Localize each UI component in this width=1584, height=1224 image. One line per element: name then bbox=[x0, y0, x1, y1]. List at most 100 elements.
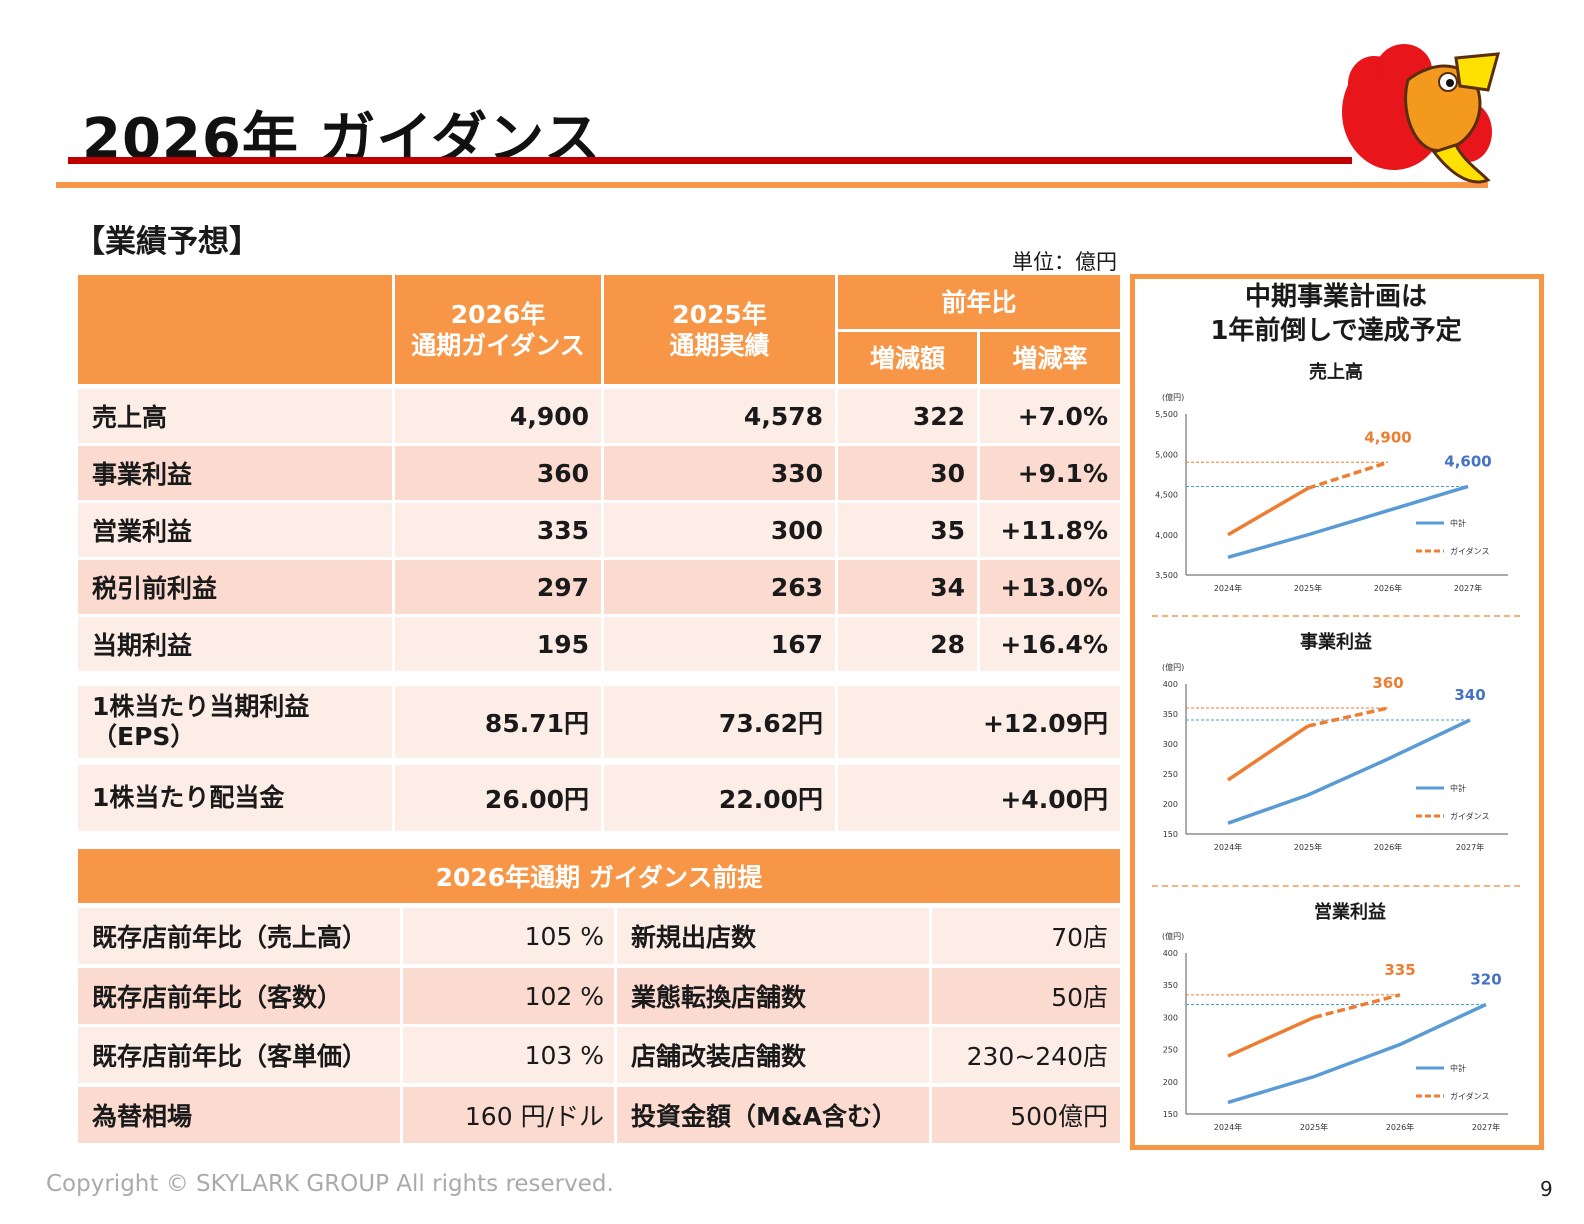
y-tick-label: 150 bbox=[1163, 1110, 1178, 1119]
chart-divider bbox=[1152, 885, 1520, 887]
data-label: 335 bbox=[1384, 961, 1415, 979]
x-tick-label: 2026年 bbox=[1374, 842, 1402, 852]
premise-value: 500億円 bbox=[932, 1087, 1120, 1143]
unit-label: 単位：億円 bbox=[1012, 250, 1117, 274]
guidance-forecast-line bbox=[1313, 993, 1401, 1020]
x-tick-label: 2027年 bbox=[1456, 842, 1484, 852]
premise-label: 投資金額（M&A含む） bbox=[617, 1087, 929, 1143]
guidance-series-line bbox=[1227, 724, 1309, 782]
x-tick-label: 2025年 bbox=[1300, 1122, 1328, 1132]
plan-panel-title: 中期事業計画は 1年前倒しで達成予定 bbox=[1140, 280, 1532, 348]
y-tick-label: 3,500 bbox=[1155, 571, 1178, 580]
per-share-label-line: 1株当たり配当金 bbox=[92, 783, 285, 812]
section-title: 【業績予想】 bbox=[74, 224, 260, 260]
premise-label: 既存店前年比（客単価） bbox=[78, 1027, 400, 1083]
copyright: Copyright © SKYLARK GROUP All rights res… bbox=[46, 1171, 614, 1197]
premise-value: 230~240店 bbox=[932, 1027, 1120, 1083]
y-axis-unit: (億円) bbox=[1162, 662, 1184, 672]
business-profit-chart: (億円) 150 200 250 300 350 400 2024年 2025年 2026年 202… bbox=[1162, 662, 1508, 852]
header-2026-line2: 通期ガイダンス bbox=[411, 330, 585, 360]
x-tick-label: 2026年 bbox=[1374, 583, 1402, 593]
x-tick-label: 2027年 bbox=[1472, 1122, 1500, 1132]
premise-label: 為替相場 bbox=[78, 1087, 400, 1143]
chart-title-sales: 売上高 bbox=[1309, 362, 1363, 383]
y-tick-label: 4,500 bbox=[1155, 491, 1178, 500]
per-share-2026: 85.71円 bbox=[395, 686, 601, 758]
per-share-yoy: +12.09円 bbox=[838, 686, 1120, 758]
y-tick-label: 300 bbox=[1163, 740, 1178, 749]
header-blank bbox=[78, 275, 392, 384]
x-tick-label: 2024年 bbox=[1214, 842, 1242, 852]
y-tick-label: 200 bbox=[1163, 800, 1178, 809]
data-label: 360 bbox=[1372, 674, 1403, 692]
plan-title-line2: 1年前倒しで達成予定 bbox=[1210, 316, 1462, 346]
row-label: 事業利益 bbox=[78, 446, 392, 500]
premise-value: 102 % bbox=[403, 968, 614, 1024]
value-2026-guidance: 360 bbox=[395, 446, 601, 500]
value-2025-actual: 167 bbox=[604, 617, 835, 671]
sales-chart: (億円) 3,500 4,000 4,500 5,000 5,500 2024年 2025年 2… bbox=[1155, 392, 1508, 593]
header-2025-line1: 2025年 bbox=[672, 299, 767, 329]
data-label: 340 bbox=[1454, 686, 1485, 704]
page-number: 9 bbox=[1540, 1177, 1553, 1201]
legend-guidance-label: ガイダンス bbox=[1450, 811, 1490, 821]
per-share-2025: 73.62円 bbox=[604, 686, 835, 758]
y-tick-label: 4,000 bbox=[1155, 531, 1178, 540]
value-rate: +13.0% bbox=[980, 560, 1120, 614]
header-diff: 増減額 bbox=[838, 332, 977, 384]
y-tick-label: 250 bbox=[1163, 770, 1178, 779]
value-rate: +11.8% bbox=[980, 503, 1120, 557]
chart-title-business-profit: 事業利益 bbox=[1300, 632, 1372, 653]
data-label: 320 bbox=[1470, 971, 1501, 989]
x-tick-label: 2024年 bbox=[1214, 1122, 1242, 1132]
header-2026-line1: 2026年 bbox=[450, 299, 546, 329]
row-label: 営業利益 bbox=[78, 503, 392, 557]
guidance-series-line bbox=[1227, 486, 1309, 537]
plan-series-line bbox=[1227, 718, 1471, 825]
plan-series-line bbox=[1227, 1002, 1487, 1105]
x-tick-label: 2025年 bbox=[1294, 583, 1322, 593]
title-underline-orange bbox=[56, 182, 1488, 188]
mascot-logo bbox=[1342, 44, 1501, 184]
premises-title: 2026年通期 ガイダンス前提 bbox=[78, 849, 1120, 903]
guidance-forecast-line bbox=[1307, 706, 1389, 728]
data-label: 4,600 bbox=[1444, 452, 1491, 470]
plan-series-line bbox=[1227, 484, 1469, 559]
premise-value: 70店 bbox=[932, 908, 1120, 964]
value-2025-actual: 300 bbox=[604, 503, 835, 557]
header-2026-guidance: 2026年 通期ガイダンス bbox=[395, 275, 601, 384]
x-tick-label: 2024年 bbox=[1214, 583, 1242, 593]
x-tick-label: 2025年 bbox=[1294, 842, 1322, 852]
value-rate: +16.4% bbox=[980, 617, 1120, 671]
legend-plan-label: 中計 bbox=[1450, 783, 1466, 793]
value-diff: 34 bbox=[838, 560, 977, 614]
x-tick-label: 2027年 bbox=[1454, 583, 1482, 593]
row-label: 当期利益 bbox=[78, 617, 392, 671]
y-tick-label: 250 bbox=[1163, 1046, 1178, 1055]
per-share-yoy: +4.00円 bbox=[838, 765, 1120, 831]
premise-label: 新規出店数 bbox=[617, 908, 929, 964]
per-share-label-line: （EPS） bbox=[92, 722, 196, 751]
premise-value: 50店 bbox=[932, 968, 1120, 1024]
y-tick-label: 350 bbox=[1163, 981, 1178, 990]
header-rate: 増減率 bbox=[980, 332, 1120, 384]
per-share-2026: 26.00円 bbox=[395, 765, 601, 831]
premise-value: 160 円/ドル bbox=[403, 1087, 614, 1143]
row-label: 税引前利益 bbox=[78, 560, 392, 614]
y-axis-unit: (億円) bbox=[1162, 931, 1184, 941]
value-rate: +7.0% bbox=[980, 389, 1120, 443]
value-diff: 35 bbox=[838, 503, 977, 557]
y-tick-label: 5,000 bbox=[1155, 450, 1178, 459]
premise-value: 105 % bbox=[403, 908, 614, 964]
premise-label: 店舗改装店舗数 bbox=[617, 1027, 929, 1083]
value-2025-actual: 263 bbox=[604, 560, 835, 614]
header-2025-line2: 通期実績 bbox=[669, 330, 770, 360]
y-axis-unit: (億円) bbox=[1162, 392, 1184, 402]
y-tick-label: 150 bbox=[1163, 830, 1178, 839]
title-underline-red bbox=[68, 157, 1352, 164]
plan-panel bbox=[1130, 274, 1544, 1150]
per-share-label: 1株当たり当期利益 （EPS） bbox=[78, 686, 392, 758]
y-tick-label: 300 bbox=[1163, 1013, 1178, 1022]
chart-title-operating-profit: 営業利益 bbox=[1314, 902, 1386, 923]
guidance-series-line bbox=[1227, 1015, 1315, 1058]
